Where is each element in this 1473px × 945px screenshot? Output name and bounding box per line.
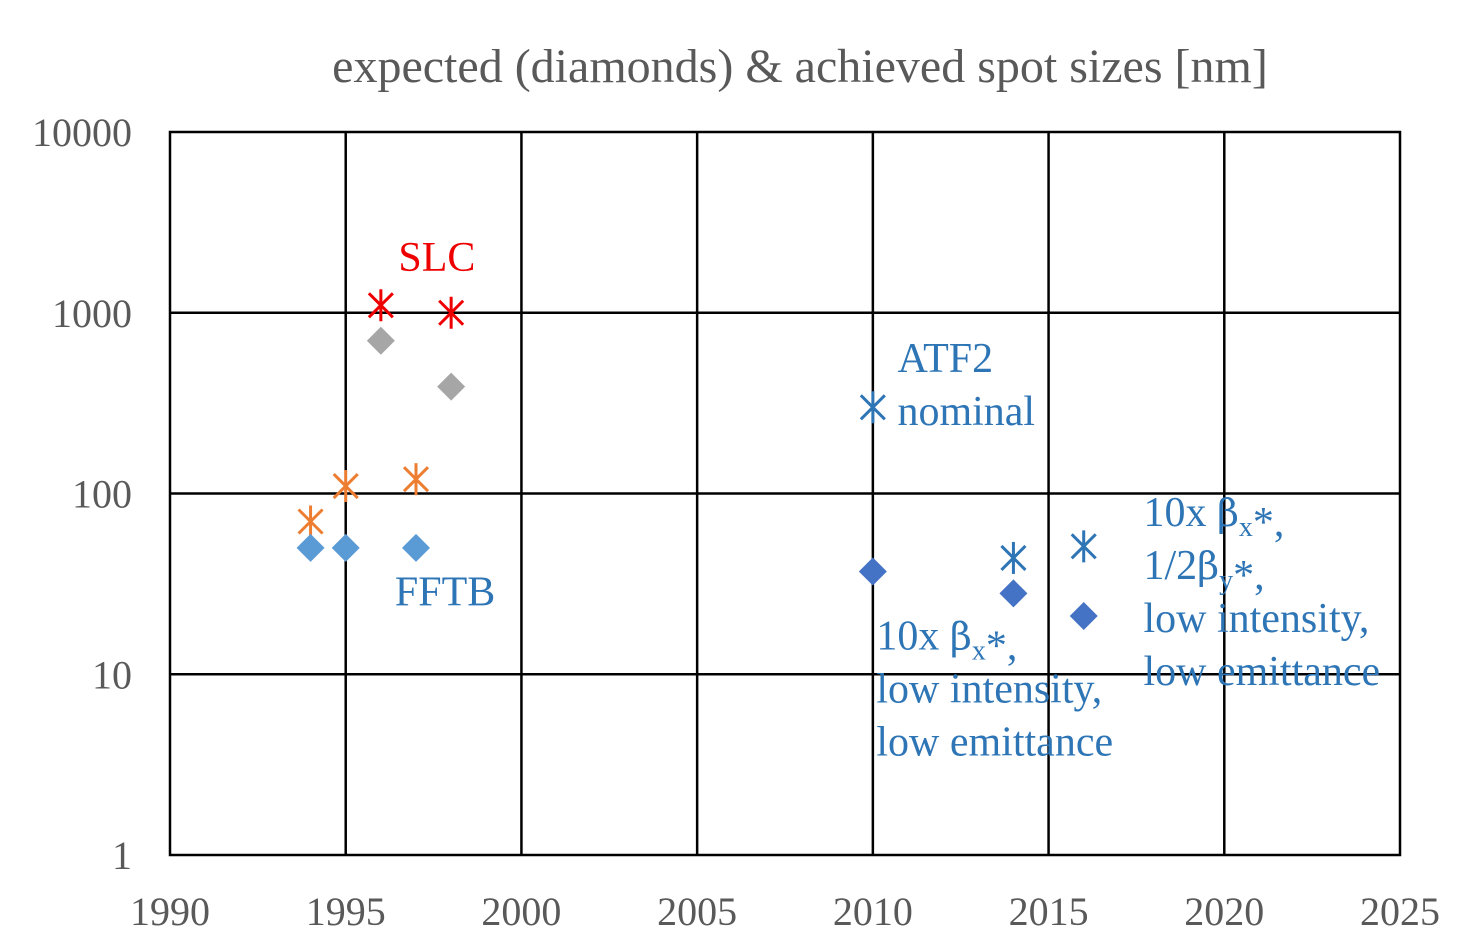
- annotation-symbol: β: [1217, 491, 1239, 535]
- annotation-text: *,: [1253, 500, 1285, 546]
- annotation-text: nominal: [897, 389, 1035, 435]
- atf2-expected-diamond-point: [858, 557, 887, 586]
- annotation-fftb: FFTB: [395, 570, 495, 616]
- annotation-text: low intensity,: [876, 667, 1102, 713]
- y-tick-label: 10: [92, 652, 132, 697]
- annotation-text: low emittance: [876, 720, 1113, 766]
- x-tick-label: 2000: [481, 889, 561, 934]
- annotation-text: 1/2: [1143, 543, 1197, 589]
- annotation-line: low intensity,: [1143, 596, 1369, 642]
- annotation-line: SLC: [398, 235, 475, 281]
- fftb-expected-diamond-point: [402, 533, 430, 562]
- annotation-text: low emittance: [1143, 649, 1380, 695]
- annotation-slc: SLC: [398, 235, 475, 281]
- fftb-achieved-asterisk-point: [297, 505, 324, 538]
- annotation-subscript: x: [1239, 512, 1253, 543]
- y-tick-label: 1000: [52, 291, 132, 336]
- annotation-symbol: β: [1197, 544, 1219, 588]
- data-marks: [296, 289, 1098, 631]
- fftb-expected-diamond-point: [331, 533, 360, 562]
- y-tick-label: 10000: [32, 110, 132, 155]
- x-tick-label: 2005: [657, 889, 737, 934]
- chart-title: expected (diamonds) & achieved spot size…: [332, 40, 1268, 93]
- annotation-text: low intensity,: [1143, 596, 1369, 642]
- y-tick-label: 1: [112, 833, 132, 878]
- atf2-achieved-asterisk-point: [859, 391, 886, 424]
- slc-achieved-asterisk-point: [438, 296, 465, 329]
- x-tick-label: 2020: [1184, 889, 1264, 934]
- atf2-expected-diamond-point: [999, 579, 1028, 608]
- annotation-text: *,: [986, 624, 1018, 670]
- annotation-atf2-10x: 10x βx*,low intensity, low emittance: [876, 614, 1113, 766]
- fftb-expected-diamond-point: [296, 533, 325, 562]
- annotation-text: *,: [1233, 553, 1265, 599]
- annotation-line: 10x βx*,: [876, 614, 1017, 670]
- annotation-line: low intensity,: [876, 667, 1102, 713]
- annotation-text: FFTB: [395, 570, 495, 616]
- annotation-line: low emittance: [876, 720, 1113, 766]
- slc-achieved-asterisk-point: [367, 289, 394, 322]
- annotation-atf2-10x-half: 10x βx*,1/2βy*,low intensity,low emittan…: [1143, 490, 1380, 695]
- annotation-text: 10x: [876, 614, 950, 660]
- x-tick-label: 1995: [306, 889, 386, 934]
- annotation-line: FFTB: [395, 570, 495, 616]
- grid: [168, 130, 1402, 857]
- annotation-symbol: β: [950, 615, 972, 659]
- fftb-achieved-asterisk-point: [402, 463, 430, 496]
- annotation-subscript: y: [1219, 565, 1233, 596]
- x-tick-label: 2010: [833, 889, 913, 934]
- annotation-text: SLC: [398, 235, 475, 281]
- slc-expected-diamond-point: [366, 326, 395, 355]
- annotation-line: 10x βx*,: [1143, 490, 1284, 546]
- x-tick-label: 2015: [1009, 889, 1089, 934]
- annotation-atf2-nominal: ATF2 nominal: [897, 336, 1035, 435]
- y-tick-label: 100: [72, 472, 132, 517]
- annotation-text: 10x: [1143, 490, 1217, 536]
- x-tick-label: 1990: [130, 889, 210, 934]
- axes: 1990 1995 2000 2005 2010 2015 2020 2025 1 10 100 10…: [32, 110, 1440, 934]
- slc-expected-diamond-point: [437, 372, 466, 401]
- atf2-expected-diamond-point: [1069, 602, 1098, 631]
- x-tick-label: 2025: [1360, 889, 1440, 934]
- atf2-achieved-asterisk-point: [1070, 530, 1097, 563]
- annotation-line: nominal: [897, 389, 1035, 435]
- fftb-achieved-asterisk-point: [332, 470, 359, 503]
- annotation-text: ATF2: [897, 336, 993, 382]
- annotation-line: 1/2βy*,: [1143, 543, 1264, 599]
- annotation-line: ATF2: [897, 336, 993, 382]
- atf2-achieved-asterisk-point: [1000, 541, 1027, 574]
- annotation-line: low emittance: [1143, 649, 1380, 695]
- annotation-subscript: x: [972, 636, 986, 667]
